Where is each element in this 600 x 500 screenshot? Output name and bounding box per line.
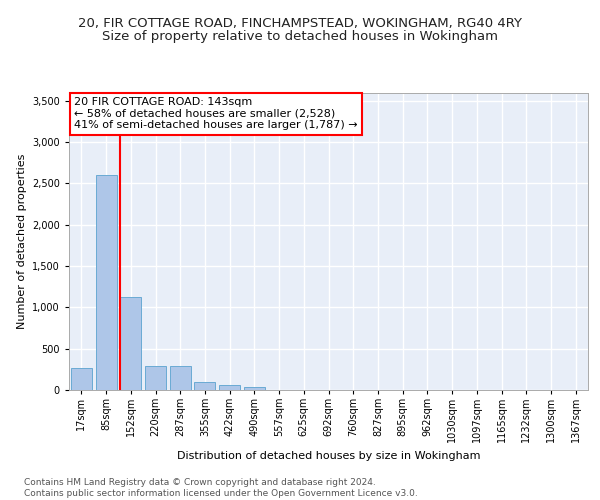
Text: Contains HM Land Registry data © Crown copyright and database right 2024.
Contai: Contains HM Land Registry data © Crown c… [24,478,418,498]
Text: 20, FIR COTTAGE ROAD, FINCHAMPSTEAD, WOKINGHAM, RG40 4RY: 20, FIR COTTAGE ROAD, FINCHAMPSTEAD, WOK… [78,18,522,30]
Y-axis label: Number of detached properties: Number of detached properties [17,154,26,329]
Bar [244,386,265,390]
X-axis label: Distribution of detached houses by size in Wokingham: Distribution of detached houses by size … [177,451,480,461]
Text: Size of property relative to detached houses in Wokingham: Size of property relative to detached ho… [102,30,498,43]
Bar [120,298,141,390]
Bar [170,366,191,390]
Bar [71,368,92,390]
Bar [145,366,166,390]
Bar [194,382,215,390]
Text: 20 FIR COTTAGE ROAD: 143sqm
← 58% of detached houses are smaller (2,528)
41% of : 20 FIR COTTAGE ROAD: 143sqm ← 58% of det… [74,97,358,130]
Bar [95,175,116,390]
Bar [219,384,240,390]
